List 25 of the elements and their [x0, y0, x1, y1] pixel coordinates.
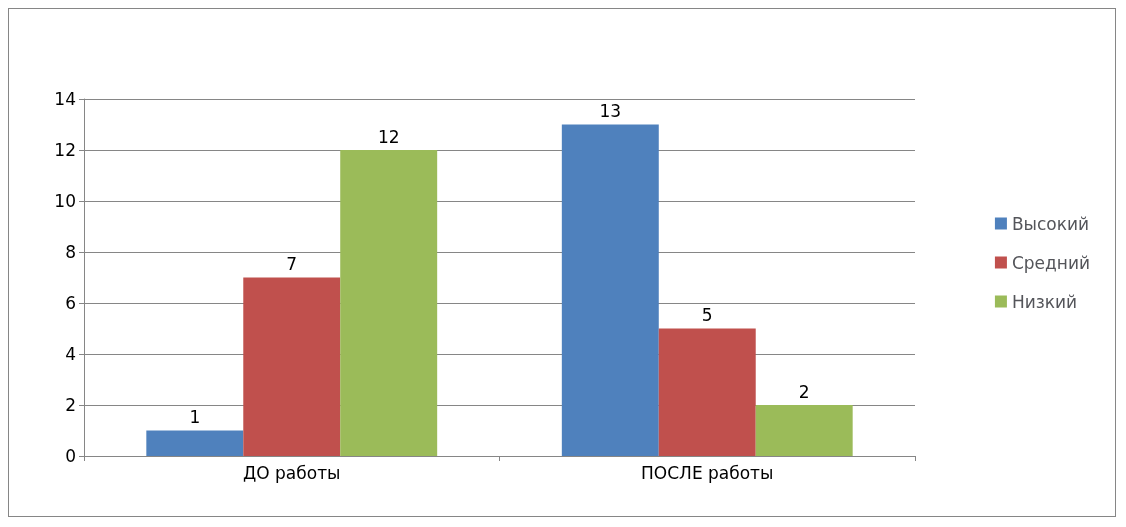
data-label: 1	[189, 407, 201, 427]
y-tick-label: 12	[54, 140, 76, 160]
y-tick-label: 2	[65, 395, 76, 415]
legend-label: Высокий	[1011, 213, 1090, 234]
y-tick-label: 10	[54, 191, 76, 211]
bar	[561, 124, 659, 456]
data-label: 5	[701, 305, 713, 325]
y-tick-label: 6	[65, 293, 76, 313]
bar	[146, 430, 244, 456]
data-label: 13	[599, 101, 622, 121]
bar	[658, 328, 756, 456]
y-tick-label: 0	[65, 446, 76, 466]
legend-label: Низкий	[1011, 291, 1078, 312]
y-tick-label: 4	[65, 344, 76, 364]
x-tick-label: ДО работы	[243, 462, 341, 483]
data-label: 2	[798, 381, 810, 402]
bar	[243, 277, 341, 456]
bar	[340, 150, 438, 456]
legend-label: Средний	[1011, 252, 1091, 273]
x-tick-label: ПОСЛЕ работы	[641, 462, 774, 483]
y-tick-label: 8	[65, 242, 76, 262]
y-tick-label: 14	[54, 89, 76, 109]
data-label: 7	[286, 254, 298, 274]
data-label: 12	[377, 126, 400, 147]
bar	[755, 405, 853, 456]
